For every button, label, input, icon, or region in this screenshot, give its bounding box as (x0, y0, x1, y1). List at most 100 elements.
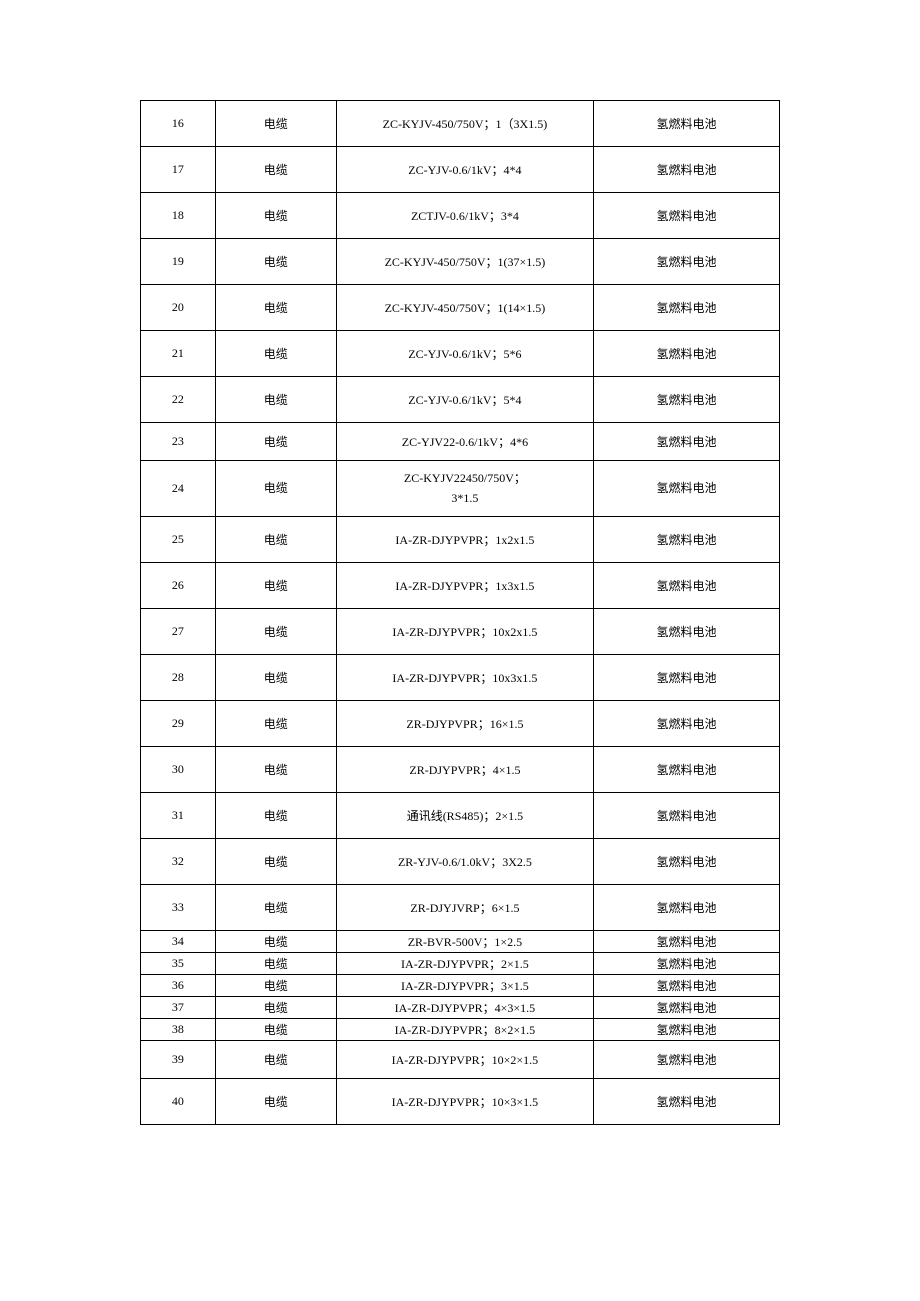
row-type: 电缆 (215, 931, 336, 953)
row-application: 氢燃料电池 (594, 793, 780, 839)
row-application: 氢燃料电池 (594, 839, 780, 885)
row-spec: ZR-YJV-0.6/1.0kV；3X2.5 (336, 839, 593, 885)
row-spec: IA-ZR-DJYPVPR；10x2x1.5 (336, 609, 593, 655)
table-row: 38电缆IA-ZR-DJYPVPR；8×2×1.5氢燃料电池 (141, 1019, 780, 1041)
row-application: 氢燃料电池 (594, 975, 780, 997)
row-spec: 通讯线(RS485)；2×1.5 (336, 793, 593, 839)
row-spec: IA-ZR-DJYPVPR；10×2×1.5 (336, 1041, 593, 1079)
row-spec: IA-ZR-DJYPVPR；8×2×1.5 (336, 1019, 593, 1041)
row-type: 电缆 (215, 239, 336, 285)
row-application: 氢燃料电池 (594, 931, 780, 953)
row-number: 27 (141, 609, 216, 655)
row-number: 39 (141, 1041, 216, 1079)
row-application: 氢燃料电池 (594, 147, 780, 193)
row-type: 电缆 (215, 563, 336, 609)
row-number: 36 (141, 975, 216, 997)
row-type: 电缆 (215, 423, 336, 461)
page-container: 16电缆ZC-KYJV-450/750V；1（3X1.5)氢燃料电池17电缆ZC… (0, 0, 920, 1225)
table-row: 19电缆ZC-KYJV-450/750V；1(37×1.5)氢燃料电池 (141, 239, 780, 285)
row-application: 氢燃料电池 (594, 655, 780, 701)
table-row: 23电缆ZC-YJV22-0.6/1kV；4*6氢燃料电池 (141, 423, 780, 461)
cable-spec-table: 16电缆ZC-KYJV-450/750V；1（3X1.5)氢燃料电池17电缆ZC… (140, 100, 780, 1125)
row-number: 31 (141, 793, 216, 839)
row-type: 电缆 (215, 997, 336, 1019)
table-row: 31电缆通讯线(RS485)；2×1.5氢燃料电池 (141, 793, 780, 839)
row-type: 电缆 (215, 701, 336, 747)
row-number: 24 (141, 461, 216, 517)
row-application: 氢燃料电池 (594, 747, 780, 793)
row-type: 电缆 (215, 331, 336, 377)
row-application: 氢燃料电池 (594, 193, 780, 239)
row-spec: ZC-YJV22-0.6/1kV；4*6 (336, 423, 593, 461)
row-spec: ZC-YJV-0.6/1kV；4*4 (336, 147, 593, 193)
table-row: 17电缆ZC-YJV-0.6/1kV；4*4氢燃料电池 (141, 147, 780, 193)
row-number: 29 (141, 701, 216, 747)
row-number: 33 (141, 885, 216, 931)
row-spec: IA-ZR-DJYPVPR；1x3x1.5 (336, 563, 593, 609)
table-row: 34电缆ZR-BVR-500V；1×2.5氢燃料电池 (141, 931, 780, 953)
row-application: 氢燃料电池 (594, 953, 780, 975)
row-application: 氢燃料电池 (594, 239, 780, 285)
row-type: 电缆 (215, 747, 336, 793)
table-row: 29电缆ZR-DJYPVPR；16×1.5氢燃料电池 (141, 701, 780, 747)
row-number: 34 (141, 931, 216, 953)
row-spec: IA-ZR-DJYPVPR；2×1.5 (336, 953, 593, 975)
row-spec: ZC-YJV-0.6/1kV；5*6 (336, 331, 593, 377)
table-row: 18电缆ZCTJV-0.6/1kV；3*4氢燃料电池 (141, 193, 780, 239)
table-row: 25电缆IA-ZR-DJYPVPR；1x2x1.5氢燃料电池 (141, 517, 780, 563)
row-type: 电缆 (215, 839, 336, 885)
row-number: 22 (141, 377, 216, 423)
table-row: 16电缆ZC-KYJV-450/750V；1（3X1.5)氢燃料电池 (141, 101, 780, 147)
row-number: 26 (141, 563, 216, 609)
row-spec: ZCTJV-0.6/1kV；3*4 (336, 193, 593, 239)
row-application: 氢燃料电池 (594, 997, 780, 1019)
row-number: 25 (141, 517, 216, 563)
row-application: 氢燃料电池 (594, 701, 780, 747)
row-number: 37 (141, 997, 216, 1019)
row-application: 氢燃料电池 (594, 1041, 780, 1079)
row-number: 35 (141, 953, 216, 975)
row-type: 电缆 (215, 1079, 336, 1125)
row-type: 电缆 (215, 1041, 336, 1079)
row-spec: IA-ZR-DJYPVPR；10x3x1.5 (336, 655, 593, 701)
row-application: 氢燃料电池 (594, 423, 780, 461)
table-row: 22电缆ZC-YJV-0.6/1kV；5*4氢燃料电池 (141, 377, 780, 423)
table-row: 37电缆IA-ZR-DJYPVPR；4×3×1.5氢燃料电池 (141, 997, 780, 1019)
row-application: 氢燃料电池 (594, 461, 780, 517)
row-spec: ZC-KYJV-450/750V；1（3X1.5) (336, 101, 593, 147)
row-number: 23 (141, 423, 216, 461)
row-application: 氢燃料电池 (594, 885, 780, 931)
row-number: 20 (141, 285, 216, 331)
row-application: 氢燃料电池 (594, 609, 780, 655)
row-spec: ZR-DJYJVRP；6×1.5 (336, 885, 593, 931)
row-spec: ZC-KYJV-450/750V；1(14×1.5) (336, 285, 593, 331)
table-row: 30电缆ZR-DJYPVPR；4×1.5氢燃料电池 (141, 747, 780, 793)
row-application: 氢燃料电池 (594, 331, 780, 377)
row-spec: ZC-KYJV22450/750V；3*1.5 (336, 461, 593, 517)
table-row: 33电缆ZR-DJYJVRP；6×1.5氢燃料电池 (141, 885, 780, 931)
row-spec: ZC-YJV-0.6/1kV；5*4 (336, 377, 593, 423)
row-type: 电缆 (215, 285, 336, 331)
row-spec: IA-ZR-DJYPVPR；10×3×1.5 (336, 1079, 593, 1125)
row-number: 16 (141, 101, 216, 147)
row-application: 氢燃料电池 (594, 517, 780, 563)
row-spec: ZR-DJYPVPR；4×1.5 (336, 747, 593, 793)
table-row: 40电缆IA-ZR-DJYPVPR；10×3×1.5氢燃料电池 (141, 1079, 780, 1125)
row-type: 电缆 (215, 885, 336, 931)
row-type: 电缆 (215, 193, 336, 239)
row-number: 38 (141, 1019, 216, 1041)
table-row: 20电缆ZC-KYJV-450/750V；1(14×1.5)氢燃料电池 (141, 285, 780, 331)
row-number: 32 (141, 839, 216, 885)
row-number: 17 (141, 147, 216, 193)
row-spec: ZC-KYJV-450/750V；1(37×1.5) (336, 239, 593, 285)
row-spec: IA-ZR-DJYPVPR；4×3×1.5 (336, 997, 593, 1019)
row-type: 电缆 (215, 377, 336, 423)
row-type: 电缆 (215, 793, 336, 839)
row-application: 氢燃料电池 (594, 101, 780, 147)
row-type: 电缆 (215, 101, 336, 147)
row-spec: IA-ZR-DJYPVPR；3×1.5 (336, 975, 593, 997)
table-row: 32电缆ZR-YJV-0.6/1.0kV；3X2.5氢燃料电池 (141, 839, 780, 885)
row-type: 电缆 (215, 609, 336, 655)
table-row: 36电缆IA-ZR-DJYPVPR；3×1.5氢燃料电池 (141, 975, 780, 997)
row-type: 电缆 (215, 147, 336, 193)
